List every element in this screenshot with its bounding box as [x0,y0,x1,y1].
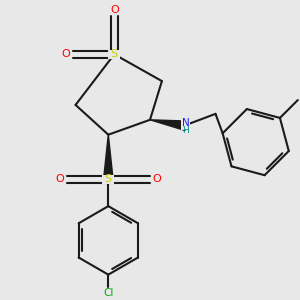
Polygon shape [150,120,187,130]
FancyBboxPatch shape [108,50,120,59]
Text: N: N [182,118,190,128]
Text: O: O [152,174,161,184]
Text: O: O [62,49,70,59]
Text: O: O [56,174,64,184]
FancyBboxPatch shape [102,175,114,184]
Text: S: S [105,174,112,184]
Polygon shape [103,135,113,179]
FancyBboxPatch shape [181,118,190,130]
Text: O: O [110,5,118,15]
Text: Cl: Cl [103,288,113,298]
Text: S: S [111,49,118,59]
Text: H: H [182,126,189,135]
